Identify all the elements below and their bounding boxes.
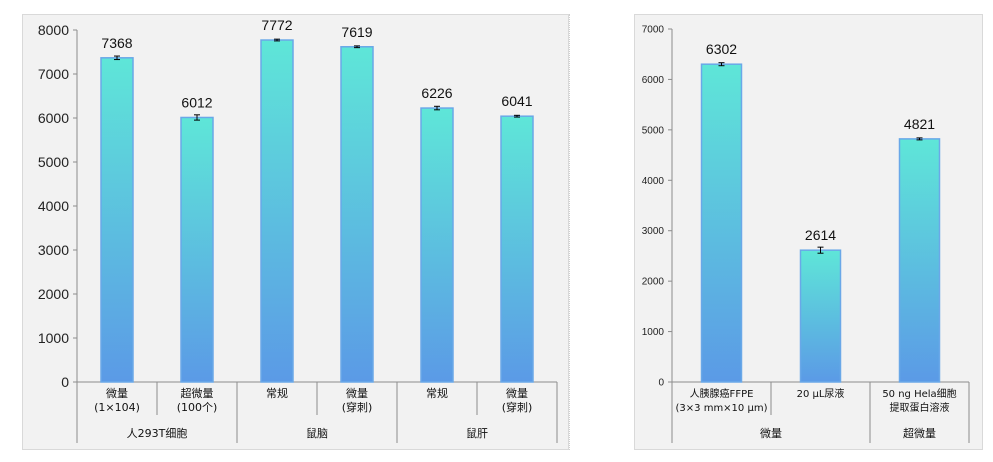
- y-tick-label: 5000: [642, 125, 665, 136]
- group-label: 超微量: [903, 426, 936, 440]
- y-tick-label: 3000: [38, 242, 69, 258]
- y-tick-label: 7000: [38, 66, 69, 82]
- x-tick-label: 人胰腺癌FFPE: [690, 387, 754, 400]
- y-tick-label: 2000: [38, 286, 69, 302]
- y-tick-label: 2000: [642, 277, 665, 288]
- bar: [260, 39, 294, 383]
- group-label: 鼠脑: [306, 426, 328, 440]
- group-label: 鼠肝: [466, 426, 488, 440]
- x-tick-label-sub: (1×104): [94, 401, 140, 414]
- y-tick-label: 3000: [642, 226, 665, 237]
- group-label: 人293T细胞: [127, 427, 188, 440]
- data-label: 7772: [261, 17, 292, 33]
- data-label: 6012: [181, 94, 212, 110]
- x-tick-label: 常规: [266, 386, 288, 400]
- y-tick-label: 8000: [38, 22, 69, 38]
- x-tick-label: 微量: [106, 386, 128, 400]
- data-label: 7368: [101, 35, 132, 51]
- data-label: 6041: [501, 93, 532, 109]
- data-label: 2614: [805, 227, 836, 243]
- y-tick-label: 0: [658, 378, 664, 389]
- y-tick-label: 7000: [642, 25, 665, 36]
- y-tick-label: 5000: [38, 154, 69, 170]
- x-tick-label-sub: (100个): [177, 401, 218, 414]
- x-tick-label-sub: (穿刺): [502, 400, 533, 414]
- group-label: 微量: [760, 426, 782, 440]
- x-tick-label-sub: (穿刺): [342, 400, 373, 414]
- y-tick-label: 0: [61, 374, 69, 390]
- x-tick-label-sub: 提取蛋白溶液: [890, 401, 950, 414]
- data-label: 6226: [421, 85, 452, 101]
- y-tick-label: 1000: [642, 327, 665, 338]
- bar: [180, 116, 214, 383]
- data-label: 4821: [904, 116, 935, 132]
- x-tick-label: 微量: [506, 386, 528, 400]
- bar: [898, 138, 941, 383]
- bar: [500, 115, 534, 383]
- x-tick-label: 50 ng Hela细胞: [882, 387, 956, 400]
- x-tick-label: 常规: [426, 386, 448, 400]
- bar: [100, 57, 134, 383]
- bar: [340, 46, 374, 383]
- y-tick-label: 6000: [642, 75, 665, 86]
- chart-cell-tissue: 0100020003000400050006000700080007368微量(…: [38, 17, 558, 443]
- bar: [420, 107, 454, 383]
- y-tick-label: 4000: [642, 176, 665, 187]
- chart-clinical-samples: 0 1000 2000 3000 4000 5000 6000 7000 6302 人胰腺癌FFP…: [642, 25, 970, 443]
- x-tick-label: 超微量: [181, 386, 214, 400]
- x-tick-label: 微量: [346, 386, 368, 400]
- x-tick-label: 20 μL尿液: [797, 387, 845, 400]
- bar: [700, 63, 743, 383]
- panel-divider: [569, 14, 570, 450]
- x-tick-label-sub: (3×3 mm×10 μm): [676, 403, 768, 414]
- bar: [799, 249, 842, 383]
- y-tick-label: 1000: [38, 330, 69, 346]
- y-tick-label: 6000: [38, 110, 69, 126]
- y-tick-label: 4000: [38, 198, 69, 214]
- data-label: 7619: [341, 24, 372, 40]
- data-label: 6302: [706, 41, 737, 57]
